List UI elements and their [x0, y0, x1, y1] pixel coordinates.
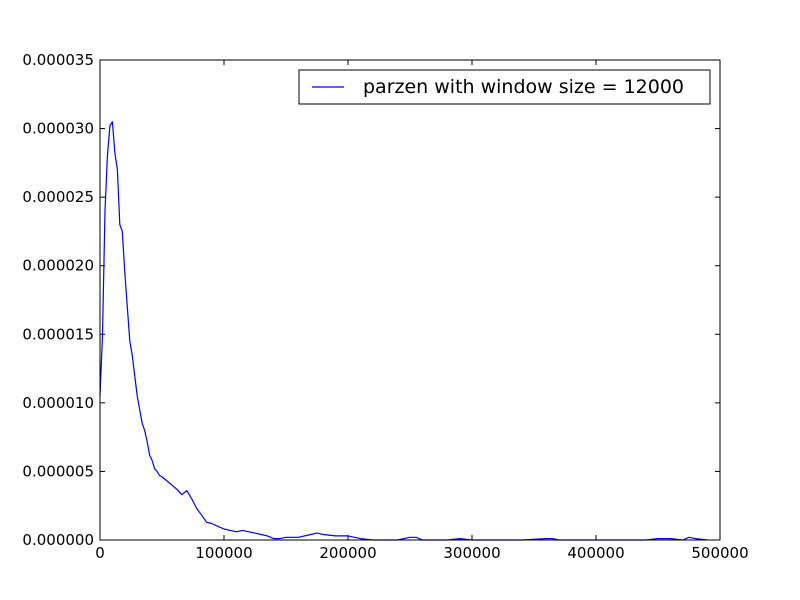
legend-label: parzen with window size = 12000 — [363, 76, 684, 98]
legend-box — [298, 69, 711, 105]
x-tick-label: 500000 — [691, 544, 748, 562]
y-tick-label: 0.000030 — [22, 120, 94, 138]
plot-frame — [99, 59, 721, 541]
y-tick-label: 0.000000 — [22, 531, 94, 549]
y-tick-label: 0.000020 — [22, 257, 94, 275]
x-tick-label: 300000 — [443, 544, 500, 562]
y-tick-label: 0.000025 — [22, 188, 94, 206]
tick-labels: 0 100000 200000 300000 400000 500000 0.000000 0… — [22, 51, 748, 562]
y-tick-label: 0.000010 — [22, 394, 94, 412]
x-tick-label: 0 — [95, 544, 105, 562]
x-tick-label: 200000 — [319, 544, 376, 562]
x-tick-label: 100000 — [195, 544, 252, 562]
y-tick-label: 0.000005 — [22, 462, 94, 480]
legend: parzen with window size = 12000 — [298, 69, 711, 105]
x-tick-label: 400000 — [567, 544, 624, 562]
y-tick-label: 0.000015 — [22, 325, 94, 343]
y-tick-label: 0.000035 — [22, 51, 94, 69]
